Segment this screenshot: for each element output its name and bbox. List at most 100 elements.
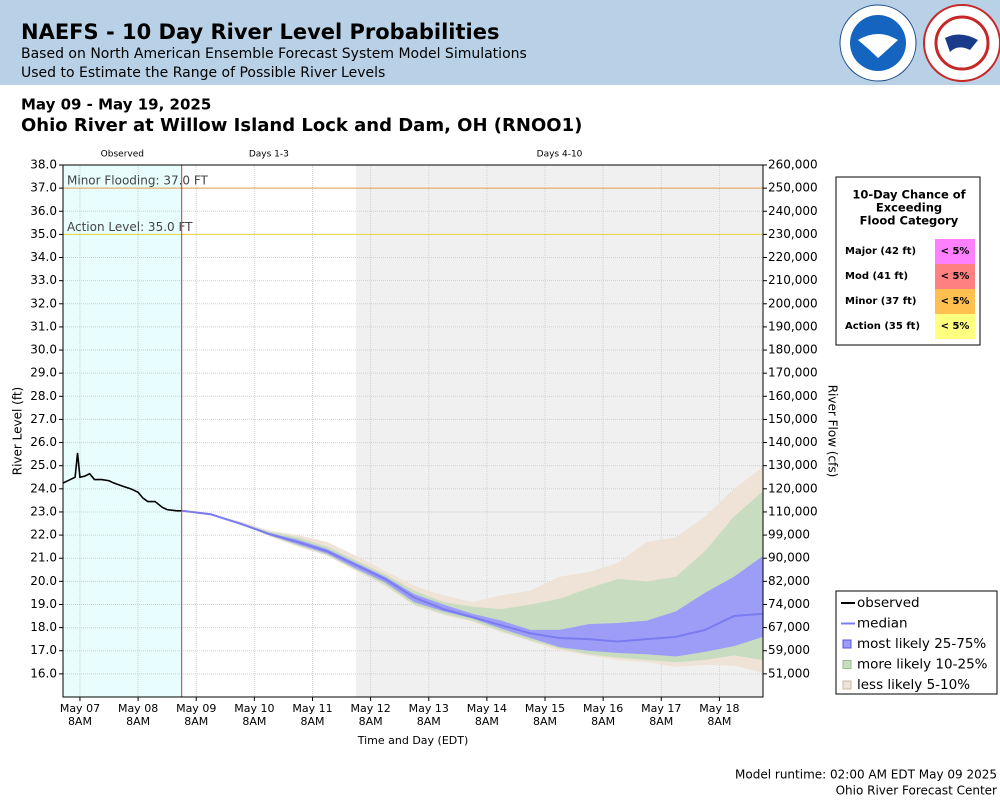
y2-tick-label: 59,000 (768, 643, 810, 657)
y-tick-label: 27.0 (30, 412, 57, 426)
threshold-label: Minor Flooding: 37.0 FT (67, 174, 209, 188)
exceedance-cell (935, 264, 975, 289)
x-tick-label: 8AM (417, 715, 441, 728)
legend-label: observed (857, 595, 920, 611)
y-tick-label: 29.0 (30, 366, 57, 380)
y-tick-label: 24.0 (30, 481, 57, 495)
y-tick-label: 26.0 (30, 435, 57, 449)
region (63, 165, 182, 697)
legend-label: most likely 25-75% (857, 636, 986, 652)
y2-tick-label: 99,000 (768, 528, 810, 542)
exceedance-cell (935, 239, 975, 264)
x-tick-label: May 08 (118, 702, 158, 715)
y2-tick-label: 120,000 (768, 481, 818, 495)
x-tick-label: May 18 (699, 702, 739, 715)
y-tick-label: 38.0 (30, 158, 57, 172)
exceedance-row-label: Action (35 ft) (845, 321, 920, 332)
y2-tick-label: 74,000 (768, 597, 810, 611)
header-band (0, 0, 1000, 85)
y-tick-label: 32.0 (30, 296, 57, 310)
y2-tick-label: 140,000 (768, 435, 818, 449)
y-tick-label: 22.0 (30, 528, 57, 542)
y2-tick-label: 170,000 (768, 366, 818, 380)
y2-tick-label: 180,000 (768, 343, 818, 357)
x-tick-label: May 15 (525, 702, 565, 715)
x-tick-label: May 12 (350, 702, 390, 715)
legend-swatch (842, 660, 852, 669)
y2-tick-label: 51,000 (768, 666, 810, 680)
exceedance-cell (935, 314, 975, 339)
x-tick-label: 8AM (475, 715, 499, 728)
y-tick-label: 17.0 (30, 643, 57, 657)
y-tick-label: 20.0 (30, 574, 57, 588)
y2-tick-label: 260,000 (768, 158, 818, 172)
y-tick-label: 35.0 (30, 227, 57, 241)
legend-label: more likely 10-25% (857, 657, 988, 673)
exceedance-title: 10-Day Chance of (852, 188, 966, 202)
region-label: Observed (101, 150, 144, 160)
exceedance-title: Flood Category (860, 214, 959, 228)
legend-swatch (842, 680, 852, 690)
exceedance-value: < 5% (941, 246, 970, 257)
x-tick-label: May 09 (176, 702, 216, 715)
x-tick-label: May 17 (641, 702, 681, 715)
y2-tick-label: 160,000 (768, 389, 818, 403)
legend-label: less likely 5-10% (857, 677, 970, 693)
footer: Model runtime: 02:00 AM EDT May 09 2025 (735, 768, 997, 782)
exceedance-value: < 5% (941, 296, 970, 307)
y-tick-label: 37.0 (30, 181, 57, 195)
x-tick-label: 8AM (126, 715, 150, 728)
page-title: NAEFS - 10 Day River Level Probabilities (21, 20, 500, 44)
subtitle: Used to Estimate the Range of Possible R… (21, 65, 385, 81)
footer: Ohio River Forecast Center (836, 784, 997, 798)
y-tick-label: 31.0 (30, 319, 57, 333)
y2-tick-label: 190,000 (768, 319, 818, 333)
median-line (181, 509, 764, 643)
exceedance-row-label: Major (42 ft) (845, 246, 916, 257)
x-tick-label: May 16 (583, 702, 623, 715)
y-tick-label: 21.0 (30, 551, 57, 565)
y-tick-label: 25.0 (30, 458, 57, 472)
y2-tick-label: 240,000 (768, 204, 818, 218)
x-axis-label: Time and Day (EDT) (357, 734, 469, 747)
probability-band (181, 510, 763, 657)
y-tick-label: 36.0 (30, 204, 57, 218)
exceedance-value: < 5% (941, 321, 970, 332)
x-tick-label: 8AM (184, 715, 208, 728)
legend-label: median (857, 616, 908, 632)
y-tick-label: 23.0 (30, 504, 57, 518)
y-tick-label: 28.0 (30, 389, 57, 403)
threshold-label: Action Level: 35.0 FT (67, 220, 193, 234)
x-tick-label: 8AM (591, 715, 615, 728)
x-tick-label: 8AM (533, 715, 557, 728)
subtitle: Based on North American Ensemble Forecas… (21, 46, 527, 62)
noaa-logo (839, 4, 917, 82)
y-tick-label: 16.0 (30, 666, 57, 680)
nws-logo (923, 4, 1000, 82)
y-tick-label: 19.0 (30, 597, 57, 611)
station-title: Ohio River at Willow Island Lock and Dam… (21, 115, 582, 136)
x-tick-label: May 11 (292, 702, 332, 715)
y2-tick-label: 67,000 (768, 620, 810, 634)
y2-tick-label: 200,000 (768, 296, 818, 310)
y-axis-label: River Level (ft) (11, 387, 25, 475)
y2-tick-label: 250,000 (768, 181, 818, 195)
exceedance-row-label: Minor (37 ft) (845, 296, 916, 307)
x-tick-label: May 14 (467, 702, 507, 715)
region-label: Days 4-10 (537, 150, 583, 160)
y2-tick-label: 210,000 (768, 273, 818, 287)
y2-tick-label: 150,000 (768, 412, 818, 426)
y2-tick-label: 110,000 (768, 504, 818, 518)
y2-axis-label: River Flow (cfs) (826, 385, 840, 478)
probability-band (181, 491, 763, 663)
y2-tick-label: 82,000 (768, 574, 810, 588)
date-range: May 09 - May 19, 2025 (21, 96, 211, 114)
x-tick-label: 8AM (68, 715, 92, 728)
y-tick-label: 34.0 (30, 250, 57, 264)
x-tick-label: May 13 (409, 702, 449, 715)
y2-tick-label: 230,000 (768, 227, 818, 241)
y2-tick-label: 90,000 (768, 551, 810, 565)
x-tick-label: May 10 (234, 702, 274, 715)
exceedance-cell (935, 289, 975, 314)
